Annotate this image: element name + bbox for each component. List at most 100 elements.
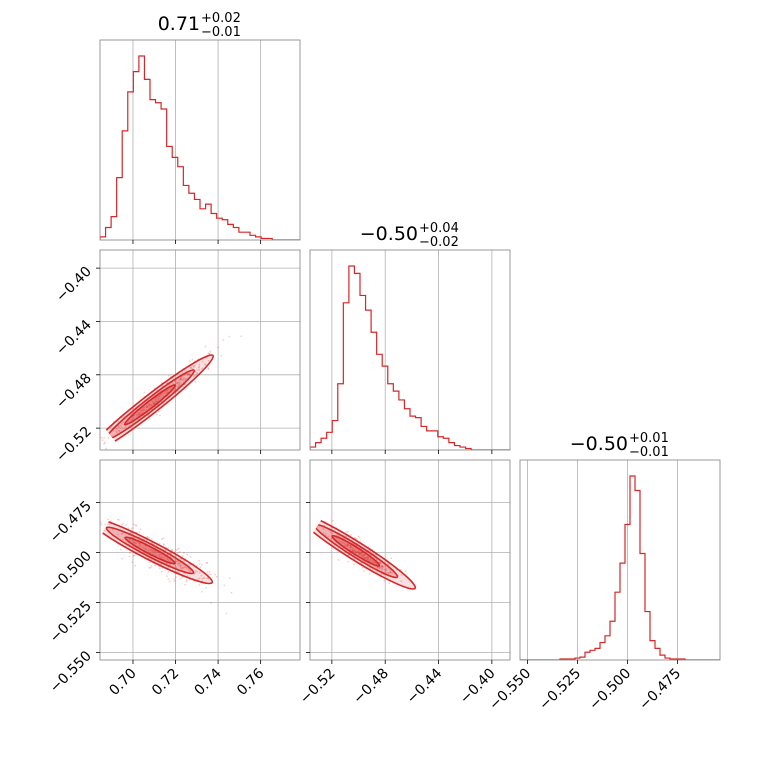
scatter-point [187,567,190,570]
scatter-point [189,367,192,370]
scatter-point [106,518,109,521]
scatter-point [185,580,188,583]
scatter-point [122,421,124,424]
scatter-point [368,559,371,562]
title-param-0-plus: +0.02 [201,11,241,26]
scatter-point [347,543,350,546]
scatter-point [118,430,121,432]
scatter-point [145,406,148,409]
scatter-point [188,372,191,375]
scatter-point [153,401,155,404]
scatter-point [182,559,185,562]
scatter-point [141,409,144,412]
scatter-point [158,567,161,570]
scatter-point [153,543,156,546]
scatter-point [133,554,136,557]
scatter-point [384,571,387,574]
scatter-point [157,397,159,400]
scatter-point [385,569,388,572]
scatter-point [148,566,151,569]
scatter-point [173,578,176,580]
scatter-point [345,530,348,533]
scatter-point [198,571,201,574]
scatter-point [109,520,112,522]
scatter-point [148,561,151,564]
scatter-point [346,530,349,533]
scatter-point [205,562,208,564]
scatter-point [184,377,187,380]
scatter-point [359,552,362,555]
scatter-point [166,557,168,560]
scatter-point [160,556,162,559]
scatter-point [150,548,152,551]
scatter-point [175,549,178,551]
scatter-point [117,420,120,423]
scatter-point [358,536,361,539]
scatter-point [173,380,176,383]
scatter-point [142,546,145,549]
scatter-point [177,381,179,384]
scatter-point [361,555,364,557]
scatter-point [354,537,357,540]
scatter-point [159,553,162,556]
scatter-point [187,568,190,571]
scatter-point [132,554,135,557]
scatter-point [380,573,383,575]
scatter-point [179,378,182,381]
scatter-point [185,566,188,569]
scatter-point [159,414,161,417]
scatter-point [152,400,154,403]
scatter-point [158,395,160,398]
contour-level-1 [105,526,195,575]
scatter-point [349,546,352,549]
scatter-point [194,381,197,384]
scatter-point [185,579,188,581]
x-tick-label: −0.48 [350,666,392,708]
scatter-point [105,447,107,450]
scatter-point [203,577,206,580]
scatter-point [222,339,225,341]
scatter-point [149,551,152,554]
scatter-point [180,376,183,379]
scatter-point [120,532,123,535]
scatter-point [373,561,376,564]
scatter-point [161,555,164,558]
scatter-point [343,543,346,545]
scatter-point [134,564,137,567]
x-tick-label: 0.74 [192,665,225,698]
scatter-point [196,578,199,581]
scatter-point [367,558,369,561]
scatter-point [354,550,357,553]
scatter-point [172,389,175,392]
scatter-point [184,369,187,372]
scatter-point [225,612,228,615]
x-tick-label: −0.525 [536,666,584,714]
scatter-point [181,566,184,569]
scatter-point [167,374,170,377]
scatter-point [145,408,147,411]
scatter-point [178,379,181,382]
scatter-point [140,409,143,412]
scatter-point [369,558,372,560]
scatter-point [137,412,140,414]
y-tick-label: −0.48 [53,370,95,412]
scatter-point [400,580,403,583]
scatter-point [200,574,203,577]
scatter-point [349,546,351,549]
scatter-point [179,377,182,380]
scatter-point [125,524,128,526]
scatter-point [118,425,120,428]
scatter-point [159,393,162,396]
panel-frame [309,459,511,661]
scatter-point [389,571,392,574]
scatter-point [143,391,146,394]
scatter-point [174,382,177,385]
scatter-point [175,379,178,382]
scatter-point [355,551,358,554]
scatter-point [240,335,243,338]
panel-frame [99,459,301,661]
scatter-point [141,409,144,411]
scatter-point [134,524,137,527]
scatter-point [163,392,166,395]
